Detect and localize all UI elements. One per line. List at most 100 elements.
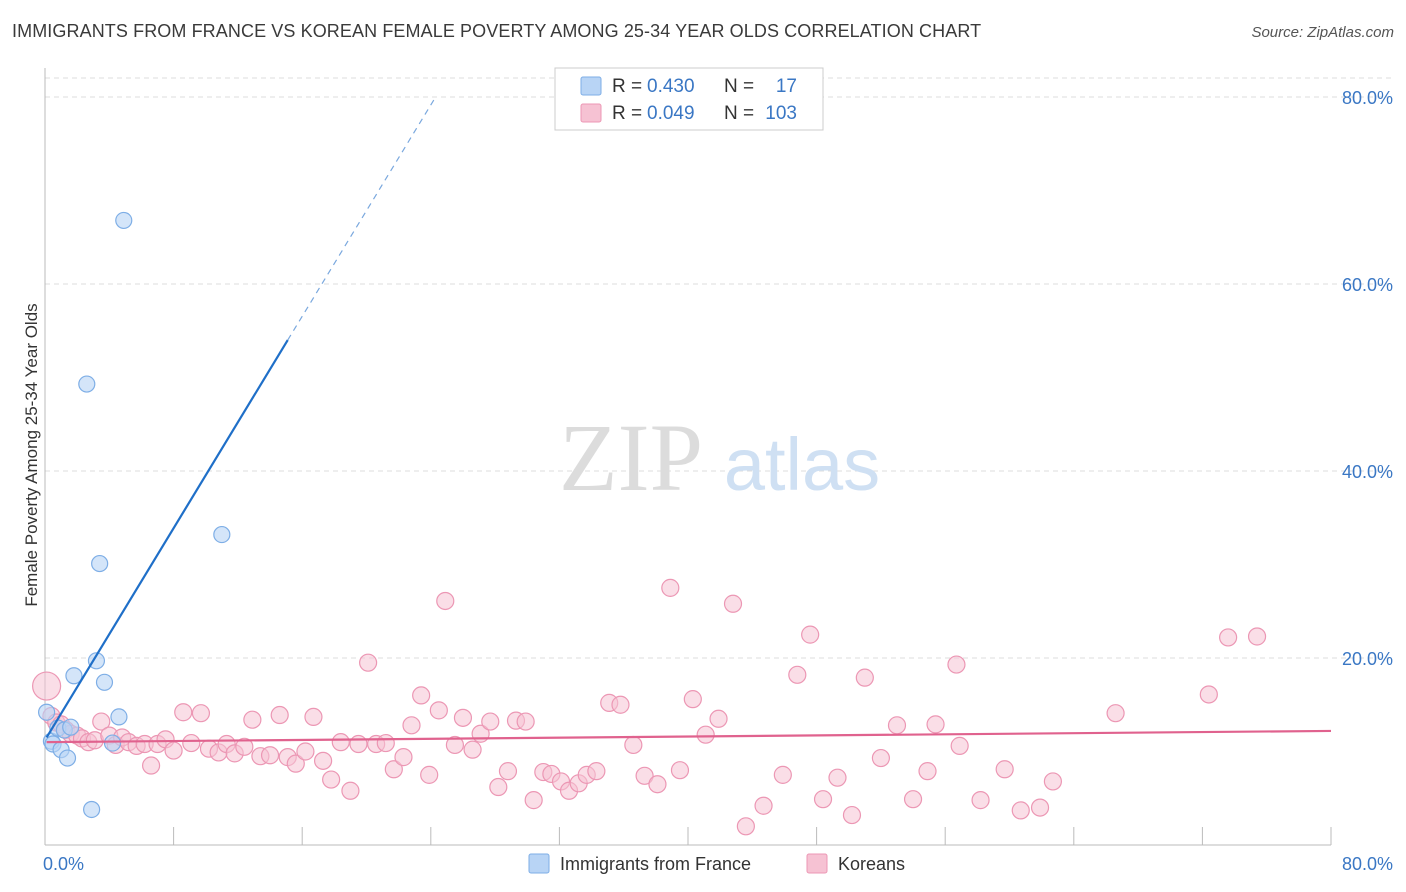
koreans-point (587, 762, 606, 781)
france-trend-extension (287, 96, 437, 341)
koreans-point (887, 716, 907, 735)
france-point (62, 718, 80, 736)
series-legend: Immigrants from France Koreans (528, 853, 905, 874)
legend-r-value-france: 0.430 (647, 76, 695, 97)
koreans-point (524, 791, 543, 810)
koreans-point (950, 736, 969, 755)
bottom-legend-swatch-koreans[interactable] (806, 853, 828, 874)
koreans-point (670, 761, 690, 780)
koreans-point (683, 690, 702, 709)
koreans-point (696, 725, 715, 744)
y-tick-label-2: 60.0% (1342, 275, 1393, 295)
koreans-point (453, 708, 473, 727)
koreans-point (926, 715, 945, 734)
koreans-point (463, 740, 482, 759)
koreans-trend-line (46, 729, 1332, 744)
legend-swatch-france (580, 76, 602, 96)
koreans-point (164, 741, 183, 760)
koreans-point (141, 756, 161, 775)
koreans-point (516, 712, 535, 731)
koreans-point (92, 712, 111, 731)
koreans-point (624, 735, 643, 755)
france-point (83, 800, 101, 819)
koreans-point (828, 768, 847, 787)
watermark-zip: ZIP (559, 404, 703, 511)
koreans-point (174, 703, 193, 722)
koreans-point (260, 746, 280, 765)
koreans-points (32, 578, 1267, 836)
koreans-point (394, 748, 413, 767)
legend-n-value-koreans: 103 (765, 103, 797, 124)
koreans-point (32, 671, 62, 701)
koreans-point (773, 765, 792, 784)
france-point (58, 749, 77, 767)
koreans-point (445, 735, 465, 755)
koreans-point (384, 760, 403, 779)
x-tick-label-0: 0.0% (43, 854, 84, 874)
koreans-point (947, 655, 966, 674)
koreans-point (754, 796, 773, 815)
legend-n-value-france: 17 (776, 76, 797, 97)
koreans-point (270, 705, 289, 725)
legend-r-label-koreans: R = (612, 103, 642, 124)
france-trend-line (45, 339, 289, 739)
koreans-point (341, 781, 360, 800)
koreans-point (296, 742, 315, 761)
koreans-point (191, 704, 211, 723)
chart-title: IMMIGRANTS FROM FRANCE VS KOREAN FEMALE … (12, 21, 982, 41)
koreans-point (349, 734, 368, 754)
koreans-point (842, 805, 862, 825)
koreans-point (709, 709, 728, 728)
bottom-legend-label-koreans[interactable]: Koreans (838, 854, 905, 874)
koreans-point (971, 791, 990, 810)
france-points (38, 211, 231, 819)
koreans-point (1219, 628, 1238, 647)
watermark: ZIP atlas (559, 404, 880, 511)
koreans-point (903, 790, 923, 809)
koreans-point (995, 760, 1014, 779)
koreans-point (359, 653, 378, 672)
koreans-point (376, 733, 395, 753)
koreans-point (235, 737, 254, 756)
koreans-point (918, 762, 937, 781)
y-tick-label-3: 80.0% (1342, 88, 1393, 108)
koreans-point (1043, 772, 1063, 791)
koreans-point (1030, 798, 1050, 817)
koreans-point (402, 716, 421, 735)
koreans-point (661, 578, 680, 597)
gridlines (45, 77, 1393, 659)
legend-n-label-france: N = (724, 76, 754, 97)
koreans-point (1247, 627, 1267, 646)
koreans-point (429, 701, 448, 720)
koreans-point (304, 707, 323, 727)
tick-labels: 20.0% 40.0% 60.0% 80.0% 0.0% 80.0% (43, 88, 1393, 874)
france-point (110, 708, 128, 726)
koreans-point (801, 625, 820, 644)
koreans-point (243, 710, 262, 729)
koreans-point (1011, 801, 1030, 820)
france-point (103, 734, 122, 752)
koreans-point (648, 775, 667, 794)
france-point (38, 703, 56, 721)
koreans-point (436, 591, 455, 611)
legend-r-label-france: R = (612, 76, 642, 97)
koreans-point (313, 751, 333, 770)
legend-r-value-koreans: 0.049 (647, 103, 695, 124)
bottom-legend-swatch-france[interactable] (528, 853, 550, 874)
trend-lines (45, 96, 1332, 744)
correlation-legend: R = 0.430 N = 17 R = 0.049 N = 103 (554, 67, 824, 131)
koreans-point (1106, 704, 1125, 723)
watermark-atlas: atlas (724, 423, 880, 506)
koreans-point (635, 766, 654, 785)
koreans-point (723, 594, 743, 613)
source-credit: Source: ZipAtlas.com (1251, 24, 1394, 41)
koreans-point (182, 733, 201, 753)
koreans-point (813, 790, 833, 809)
koreans-point (855, 668, 874, 687)
koreans-point (1199, 685, 1218, 704)
koreans-point (322, 770, 341, 789)
france-point (91, 554, 109, 573)
bottom-legend-label-france[interactable]: Immigrants from France (560, 854, 751, 874)
koreans-point (611, 695, 630, 714)
